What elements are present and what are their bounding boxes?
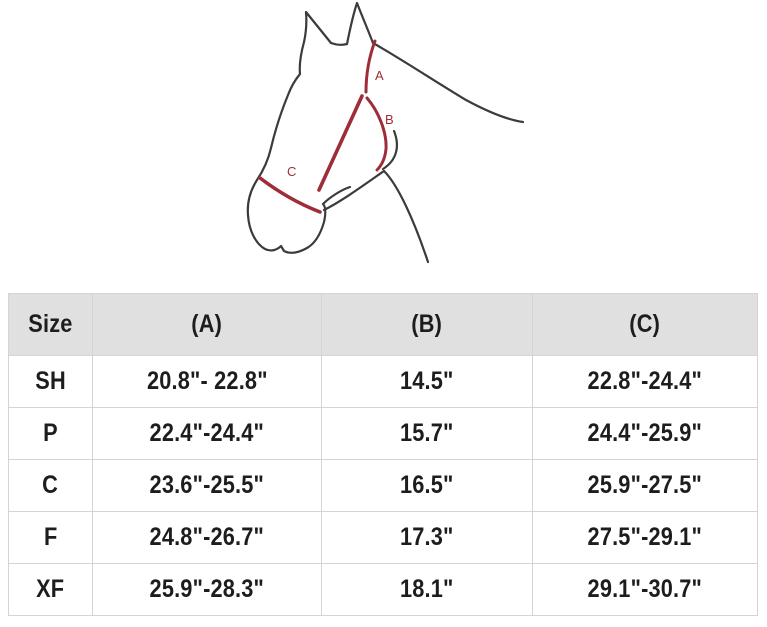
column-header-a: (A) (92, 293, 322, 356)
size-chart-body: SH 20.8"- 22.8" 14.5" 22.8"-24.4" P 22.4"-24.… (8, 355, 758, 616)
strap-a-crownpiece (364, 39, 377, 94)
cell-text: F (43, 523, 58, 551)
measurement-cell: 25.9"-27.5" (532, 459, 758, 512)
strap-label-a: A (375, 68, 384, 83)
size-chart-table: Size (A) (B) (C) SH 20.8"- 22.8" 14.5" 22.8… (8, 293, 758, 616)
cell-text: C (42, 471, 59, 499)
horse-poll-line (329, 41, 349, 46)
column-header-c: (C) (532, 293, 758, 356)
cell-text: 29.1"-30.7" (587, 575, 703, 603)
column-header-c-label: (C) (629, 310, 661, 338)
measurement-cell: 16.5" (321, 459, 533, 512)
cell-text: 17.3" (400, 523, 454, 551)
horse-halter-diagram: A B C (0, 0, 767, 290)
measurement-cell: 20.8"- 22.8" (92, 355, 322, 408)
cell-text: SH (35, 367, 66, 395)
horse-cheek-line (381, 129, 398, 171)
column-header-size: Size (8, 293, 93, 356)
size-cell: SH (8, 355, 93, 408)
measurement-cell: 18.1" (321, 563, 533, 616)
cell-text: 16.5" (400, 471, 454, 499)
header-row: Size (A) (B) (C) (8, 293, 758, 356)
measurement-cell: 24.8"-26.7" (92, 511, 322, 564)
horse-jaw-throat-line (322, 169, 386, 212)
cell-text: P (43, 419, 58, 447)
strap-label-b: B (385, 112, 394, 127)
table-row: XF 25.9"-28.3" 18.1" 29.1"-30.7" (8, 563, 758, 616)
column-header-size-label: Size (28, 310, 73, 338)
measurement-cell: 22.4"-24.4" (92, 407, 322, 460)
cell-text: 27.5"-29.1" (587, 523, 703, 551)
cell-text: 23.6"-25.5" (149, 471, 265, 499)
size-cell: XF (8, 563, 93, 616)
cell-text: 25.9"-28.3" (149, 575, 265, 603)
column-header-a-label: (A) (191, 310, 223, 338)
column-header-b-label: (B) (411, 310, 443, 338)
measurement-cell: 17.3" (321, 511, 533, 564)
strap-b-throatlatch (365, 96, 388, 172)
strap-label-c: C (287, 164, 296, 179)
cell-text: 22.8"-24.4" (587, 367, 703, 395)
cell-text: 18.1" (400, 575, 454, 603)
table-row: F 24.8"-26.7" 17.3" 27.5"-29.1" (8, 511, 758, 564)
size-chart-header: Size (A) (B) (C) (8, 293, 758, 356)
cell-text: 25.9"-27.5" (587, 471, 703, 499)
table-row: C 23.6"-25.5" 16.5" 25.9"-27.5" (8, 459, 758, 512)
column-header-b: (B) (321, 293, 533, 356)
measurement-cell: 23.6"-25.5" (92, 459, 322, 512)
cell-text: 24.8"-26.7" (149, 523, 265, 551)
size-chart: Size (A) (B) (C) SH 20.8"- 22.8" 14.5" 22.8… (8, 293, 758, 616)
measurement-cell: 14.5" (321, 355, 533, 408)
size-cell: P (8, 407, 93, 460)
cell-text: 22.4"-24.4" (149, 419, 265, 447)
cell-text: 24.4"-25.9" (587, 419, 703, 447)
cell-text: XF (36, 575, 65, 603)
cell-text: 20.8"- 22.8" (146, 367, 268, 395)
size-cell: C (8, 459, 93, 512)
horse-right-ear (345, 1, 375, 46)
measurement-cell: 15.7" (321, 407, 533, 460)
table-row: SH 20.8"- 22.8" 14.5" 22.8"-24.4" (8, 355, 758, 408)
cell-text: 15.7" (400, 419, 454, 447)
horse-neck-front-line (382, 169, 430, 264)
horse-head-outline (246, 10, 352, 254)
measurement-cell: 25.9"-28.3" (92, 563, 322, 616)
horse-head-drawing: A B C (246, 1, 525, 264)
measurement-cell: 24.4"-25.9" (532, 407, 758, 460)
strap-c-noseband (258, 176, 322, 214)
strap-cheekpiece (317, 94, 364, 192)
cell-text: 14.5" (400, 367, 454, 395)
measurement-cell: 22.8"-24.4" (532, 355, 758, 408)
measurement-cell: 27.5"-29.1" (532, 511, 758, 564)
horse-neck-top-line (371, 41, 525, 124)
table-row: P 22.4"-24.4" 15.7" 24.4"-25.9" (8, 407, 758, 460)
measurement-cell: 29.1"-30.7" (532, 563, 758, 616)
size-cell: F (8, 511, 93, 564)
